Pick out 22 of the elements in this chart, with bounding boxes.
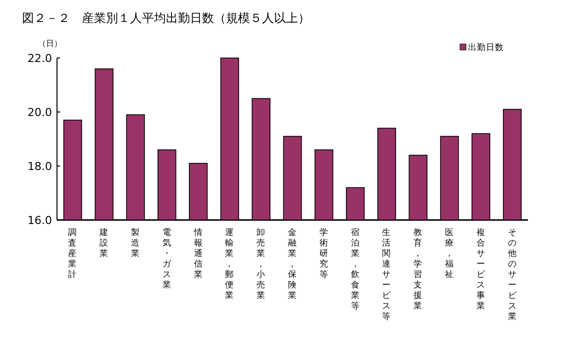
x-tick-label: 金融業，保険業 [288, 227, 297, 301]
y-tick-label: 16.0 [28, 214, 52, 227]
x-tick-label: 教育，学習支援業 [414, 227, 423, 312]
y-tick-label: 20.0 [28, 106, 52, 119]
x-tick-label: 宿泊業，飲食業等 [350, 227, 360, 312]
y-tick-label: 22.0 [28, 52, 52, 65]
x-tick-label: 製造業 [131, 227, 140, 259]
x-tick-label: 電気・ガス業 [162, 227, 172, 290]
y-tick-label: 18.0 [28, 160, 52, 173]
x-tick-label: 情報通信業 [192, 227, 203, 280]
chart-title: 図２－２ 産業別１人平均出勤日数（規模５人以上） [22, 11, 310, 25]
x-tick-label: 調査産業計 [68, 227, 78, 280]
x-tick-label: 運輸業，郵便業 [225, 227, 234, 301]
x-tick-label: 学術研究等 [319, 227, 328, 280]
x-tick-label: 医療，福祉 [445, 227, 454, 280]
category-label: その他のサービス業 [508, 228, 517, 322]
category-label: 生活関連サービス等 [382, 228, 392, 322]
legend-label: 出勤日数 [468, 42, 504, 53]
y-axis-title: （日） [38, 39, 62, 48]
x-tick-label: 建設業 [98, 227, 109, 259]
x-tick-label: 複合サービス事業 [476, 227, 486, 312]
x-tick-label: 卸売業，小売業 [256, 227, 266, 301]
